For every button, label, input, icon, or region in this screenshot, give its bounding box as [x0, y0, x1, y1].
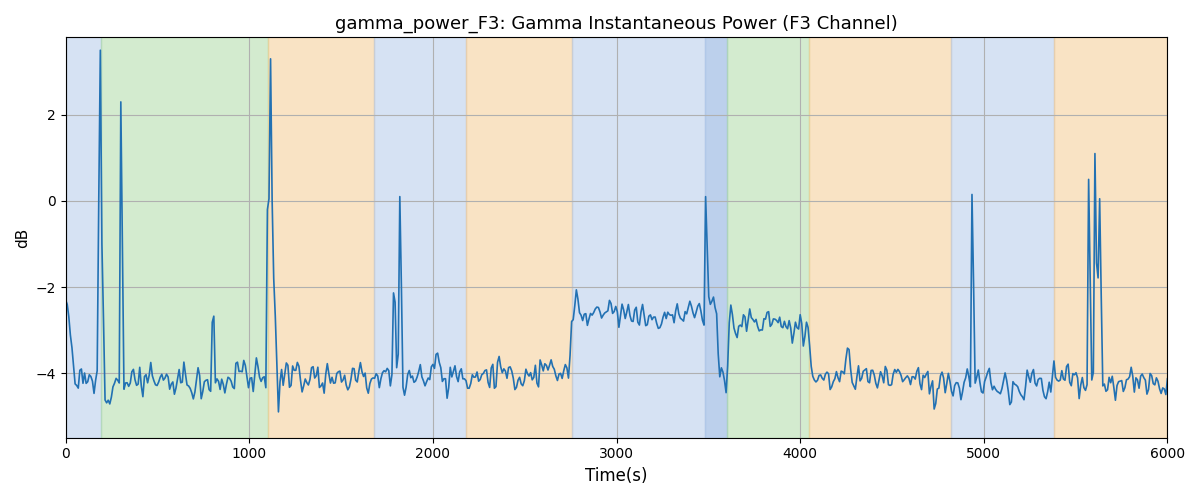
Bar [374, 38, 466, 438]
Bar [1054, 38, 1168, 438]
Bar [66, 38, 101, 438]
Bar [268, 38, 374, 438]
Title: gamma_power_F3: Gamma Instantaneous Power (F3 Channel): gamma_power_F3: Gamma Instantaneous Powe… [335, 15, 898, 34]
X-axis label: Time(s): Time(s) [586, 467, 648, 485]
Bar [466, 38, 572, 438]
Bar [572, 38, 704, 438]
Y-axis label: dB: dB [16, 228, 30, 248]
Bar [101, 38, 268, 438]
Bar [727, 38, 809, 438]
Bar [704, 38, 727, 438]
Bar [809, 38, 950, 438]
Bar [950, 38, 1054, 438]
